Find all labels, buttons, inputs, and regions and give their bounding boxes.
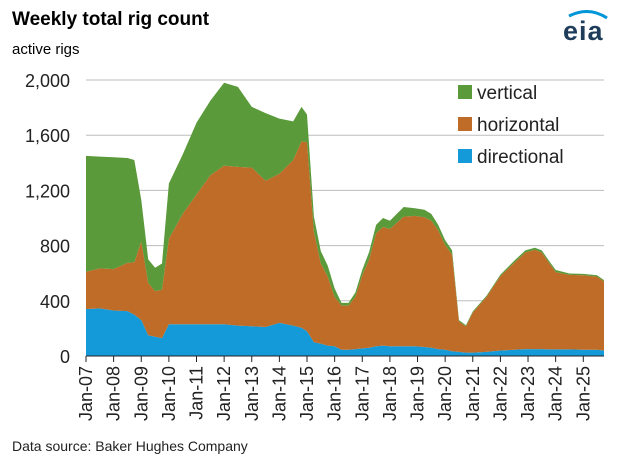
legend-swatch-horizontal: [458, 117, 472, 131]
x-tick-label: Jan-11: [187, 366, 207, 420]
x-tick-label: Jan-07: [76, 366, 96, 421]
x-tick-label: Jan-24: [546, 366, 566, 421]
x-tick-label: Jan-25: [573, 366, 593, 421]
y-tick-label: 400: [40, 292, 70, 312]
x-tick-label: Jan-23: [518, 366, 538, 421]
y-tick-label: 0: [60, 347, 70, 367]
chart-title: Weekly total rig count: [12, 9, 210, 30]
y-tick-label: 1,600: [25, 126, 70, 146]
x-tick-label: Jan-19: [408, 366, 428, 421]
x-tick-label: Jan-09: [131, 366, 151, 421]
legend-label-directional: directional: [477, 147, 564, 168]
series-area-directional: [86, 308, 604, 356]
x-tick-label: Jan-08: [104, 366, 124, 421]
x-tick-label: Jan-14: [269, 366, 289, 421]
x-tick-label: Jan-12: [214, 366, 234, 421]
logo-text: eia: [563, 16, 604, 46]
x-tick-label: Jan-21: [463, 366, 483, 421]
y-axis-label: active rigs: [12, 41, 80, 58]
legend-label-horizontal: horizontal: [477, 115, 559, 136]
series-area-horizontal: [86, 141, 604, 353]
legend-swatch-vertical: [458, 85, 472, 99]
x-tick-label: Jan-16: [325, 366, 345, 421]
logo-swoosh-icon: [568, 10, 608, 20]
x-tick-label: Jan-20: [435, 366, 455, 421]
x-tick-label: Jan-22: [490, 366, 510, 421]
legend-swatch-directional: [458, 149, 472, 163]
series-area-vertical: [86, 82, 604, 327]
rig-count-chart: 0 400 800 1,200 1,600 2,000 Jan-07 Jan-08 Jan-09…: [25, 71, 604, 421]
y-tick-label: 800: [40, 237, 70, 257]
x-tick-label: Jan-15: [297, 366, 317, 421]
legend-label-vertical: vertical: [477, 83, 537, 104]
x-tick-label: Jan-18: [380, 366, 400, 421]
x-tick-label: Jan-13: [242, 366, 262, 421]
eia-logo: eia: [563, 8, 615, 48]
y-tick-label: 2,000: [25, 71, 70, 91]
x-tick-label: Jan-17: [352, 366, 372, 421]
data-source-note: Data source: Baker Hughes Company: [12, 438, 248, 454]
y-tick-label: 1,200: [25, 181, 70, 201]
x-tick-label: Jan-10: [159, 366, 179, 421]
